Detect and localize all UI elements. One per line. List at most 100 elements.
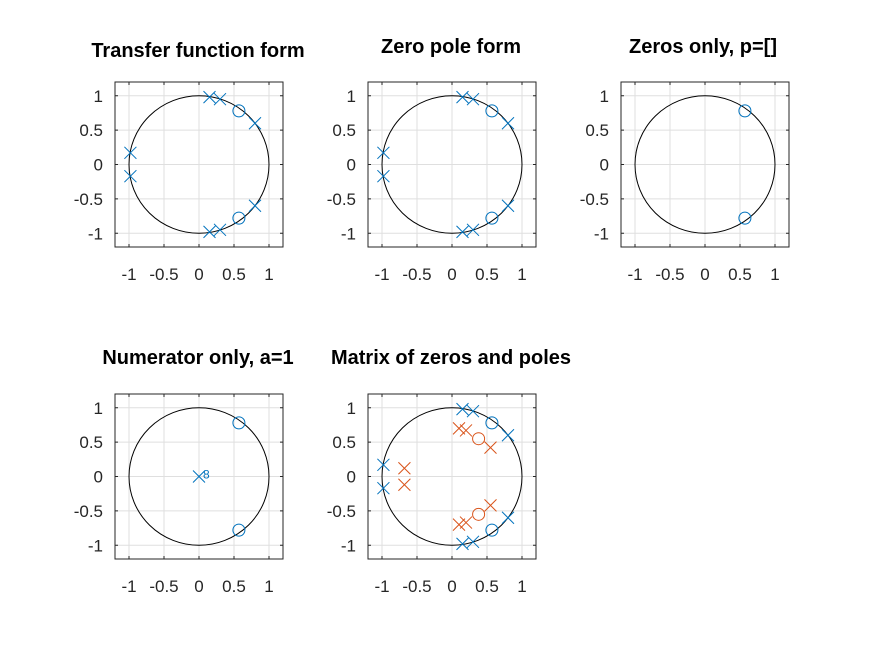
pole-marker bbox=[452, 422, 466, 435]
y-tick-label: 1 bbox=[347, 399, 356, 418]
x-tick-label: -1 bbox=[627, 265, 642, 284]
zero-marker bbox=[485, 104, 499, 118]
y-tick-label: -1 bbox=[88, 224, 103, 243]
pole-marker bbox=[377, 481, 390, 495]
pole-marker bbox=[466, 404, 480, 418]
x-tick-label: -0.5 bbox=[402, 577, 431, 596]
pole-marker bbox=[456, 537, 469, 551]
y-tick-label: -1 bbox=[594, 224, 609, 243]
zero-marker bbox=[232, 211, 246, 225]
pole-marker bbox=[456, 90, 469, 104]
pole-marker bbox=[192, 470, 206, 483]
y-tick-label: -1 bbox=[341, 224, 356, 243]
pole-marker bbox=[501, 428, 515, 442]
zero-marker bbox=[738, 104, 752, 118]
y-tick-label: 1 bbox=[94, 399, 103, 418]
subplot-1: Transfer function form -1 -0.5 0 0.5 1 1 0.5 0 -0… bbox=[74, 40, 305, 284]
x-tick-label: -1 bbox=[121, 265, 136, 284]
subplot-3: Zeros only, p=[] -1 -0.5 0 0.5 1 1 0.5 0 -0.5 -1 bbox=[580, 36, 790, 284]
pole-multiplicity-label: 8 bbox=[203, 468, 210, 482]
pole-marker bbox=[213, 92, 227, 106]
pole-marker bbox=[377, 458, 390, 472]
y-tick-label: -0.5 bbox=[74, 190, 103, 209]
x-tick-label: -1 bbox=[374, 265, 389, 284]
subplot-title: Matrix of zeros and poles bbox=[331, 347, 571, 369]
subplot-title: Numerator only, a=1 bbox=[102, 347, 293, 369]
pole-marker bbox=[248, 116, 262, 130]
subplot-4: Numerator only, a=1-1 -0.5 0 0.5 110.50-0.5-… bbox=[74, 347, 294, 596]
pole-marker bbox=[484, 441, 497, 454]
x-tick-label: 1 bbox=[517, 265, 526, 284]
zero-marker bbox=[472, 432, 486, 446]
x-tick-label: 0.5 bbox=[222, 577, 246, 596]
x-tick-label: 1 bbox=[770, 265, 779, 284]
x-tick-label: -1 bbox=[374, 577, 389, 596]
zero-marker bbox=[232, 416, 246, 430]
x-tick-label: 0 bbox=[194, 265, 203, 284]
unit-circle bbox=[381, 95, 523, 234]
zero-marker bbox=[738, 211, 752, 225]
x-tick-label: 0.5 bbox=[475, 577, 499, 596]
pole-marker bbox=[501, 199, 515, 213]
y-tick-label: 0 bbox=[600, 156, 609, 175]
y-tick-label: 0 bbox=[347, 156, 356, 175]
zero-marker bbox=[472, 507, 486, 521]
zero-marker bbox=[485, 416, 499, 430]
pole-marker bbox=[398, 461, 411, 475]
y-tick-label: -0.5 bbox=[327, 502, 356, 521]
zero-marker bbox=[232, 104, 246, 118]
pole-marker bbox=[203, 225, 216, 239]
y-tick-label: -0.5 bbox=[327, 190, 356, 209]
x-tick-label: -1 bbox=[121, 577, 136, 596]
pole-marker bbox=[377, 146, 390, 160]
pole-marker bbox=[501, 511, 515, 525]
zero-marker bbox=[485, 523, 499, 537]
unit-circle bbox=[634, 95, 776, 234]
pole-marker bbox=[377, 169, 390, 183]
x-tick-label: 1 bbox=[264, 265, 273, 284]
pole-marker bbox=[203, 90, 216, 104]
y-tick-label: -1 bbox=[341, 536, 356, 555]
y-tick-label: 0 bbox=[94, 156, 103, 175]
unit-circle bbox=[381, 407, 523, 546]
x-tick-label: 0.5 bbox=[728, 265, 752, 284]
pole-marker bbox=[466, 92, 480, 106]
subplot-5: Matrix of zeros and poles -1 -0.5 0 0.5 1 1 0.5… bbox=[327, 347, 571, 596]
x-tick-label: 0 bbox=[700, 265, 709, 284]
y-tick-label: 0.5 bbox=[585, 121, 609, 140]
x-tick-label: -0.5 bbox=[149, 265, 178, 284]
pole-marker bbox=[213, 223, 227, 237]
pole-marker bbox=[248, 199, 262, 213]
x-tick-label: -0.5 bbox=[402, 265, 431, 284]
pole-marker bbox=[452, 518, 466, 531]
x-tick-label: -0.5 bbox=[655, 265, 684, 284]
x-tick-label: 0 bbox=[447, 577, 456, 596]
pole-marker bbox=[124, 146, 137, 160]
subplot-2: Zero pole form -1 -0.5 0 0.5 1 1 0.5 0 -0.5 -1 bbox=[327, 36, 537, 284]
x-tick-label: 0 bbox=[447, 265, 456, 284]
x-tick-label: 1 bbox=[517, 577, 526, 596]
subplot-title: Zero pole form bbox=[381, 36, 521, 58]
pole-marker bbox=[124, 169, 137, 183]
y-tick-label: -0.5 bbox=[580, 190, 609, 209]
y-tick-label: 1 bbox=[600, 87, 609, 106]
x-tick-label: 0.5 bbox=[475, 265, 499, 284]
zero-marker bbox=[485, 211, 499, 225]
y-tick-label: 0 bbox=[94, 468, 103, 487]
y-tick-label: 0.5 bbox=[79, 433, 103, 452]
pole-marker bbox=[466, 535, 480, 549]
x-tick-label: 0.5 bbox=[222, 265, 246, 284]
pole-marker bbox=[484, 499, 497, 512]
x-tick-label: -0.5 bbox=[149, 577, 178, 596]
x-tick-label: 1 bbox=[264, 577, 273, 596]
y-tick-label: -0.5 bbox=[74, 502, 103, 521]
unit-circle bbox=[128, 407, 270, 546]
pole-marker bbox=[459, 516, 473, 529]
y-tick-label: 0.5 bbox=[79, 121, 103, 140]
pole-marker bbox=[456, 225, 469, 239]
subplot-title: Transfer function form bbox=[91, 40, 304, 62]
subplot-title: Zeros only, p=[] bbox=[629, 36, 777, 58]
pole-marker bbox=[459, 424, 473, 437]
y-tick-label: 1 bbox=[347, 87, 356, 106]
